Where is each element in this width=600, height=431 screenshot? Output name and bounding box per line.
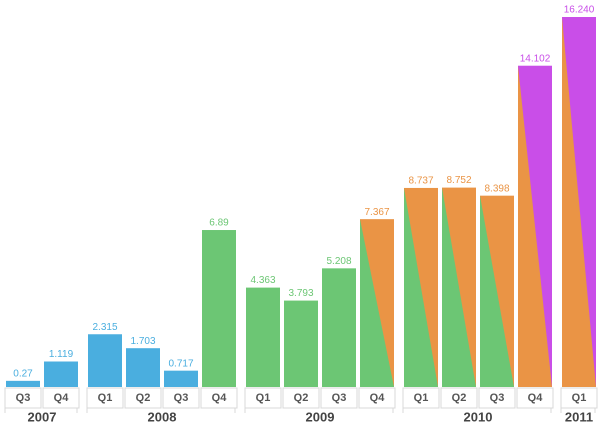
category-box [478,387,516,409]
value-label: 3.793 [288,288,313,299]
category-box [402,387,440,409]
x-tick-label: Q2 [294,392,309,404]
bar [246,287,280,387]
x-tick-label: Q4 [528,392,544,404]
bar [202,230,236,387]
category-box [124,387,162,409]
bar [284,300,318,387]
group-label: 2007 [28,409,57,424]
category-box [244,387,282,409]
x-tick-label: Q1 [572,392,587,404]
category-box [282,387,320,409]
x-tick-label: Q2 [452,392,467,404]
bar [322,268,356,387]
x-tick-label: Q2 [136,392,151,404]
bar-wedge [562,17,596,387]
value-label: 8.398 [484,183,509,194]
value-label: 2.315 [92,322,117,333]
value-label: 6.89 [209,218,229,229]
value-label: 4.363 [250,275,275,286]
bar [88,334,122,387]
group-label: 2008 [148,409,177,424]
category-box [440,387,478,409]
bar-wedge [442,187,476,387]
x-tick-label: Q1 [98,392,113,404]
category-box [162,387,200,409]
group-label: 2009 [306,409,335,424]
value-label: 0.27 [13,368,33,379]
category-box [4,387,42,409]
category-box [320,387,358,409]
value-label: 14.102 [520,53,551,64]
x-tick-label: Q3 [490,392,505,404]
bar-wedge [480,195,514,387]
bar-wedge [518,65,552,387]
value-label: 16.240 [564,5,595,16]
category-box [516,387,554,409]
value-label: 8.737 [408,176,433,187]
x-tick-label: Q3 [174,392,189,404]
bar-wedge [404,187,438,387]
category-box [200,387,238,409]
bar [6,380,40,387]
x-tick-label: Q3 [332,392,347,404]
x-tick-label: Q4 [54,392,70,404]
value-label: 1.703 [130,336,155,347]
bar [164,370,198,387]
category-box [86,387,124,409]
category-box [560,387,598,409]
bar [44,361,78,387]
value-label: 1.119 [49,349,74,360]
value-label: 5.208 [326,256,351,267]
group-label: 2011 [565,409,593,424]
group-label: 2010 [464,409,493,424]
category-box [358,387,396,409]
x-tick-label: Q4 [370,392,386,404]
value-label: 8.752 [446,175,471,186]
x-tick-label: Q4 [212,392,228,404]
x-tick-label: Q1 [414,392,429,404]
value-label: 0.717 [168,358,193,369]
category-box [42,387,80,409]
bar-wedge [360,219,394,387]
bar [126,348,160,387]
x-tick-label: Q1 [256,392,271,404]
value-label: 7.367 [364,207,389,218]
x-tick-label: Q3 [16,392,31,404]
